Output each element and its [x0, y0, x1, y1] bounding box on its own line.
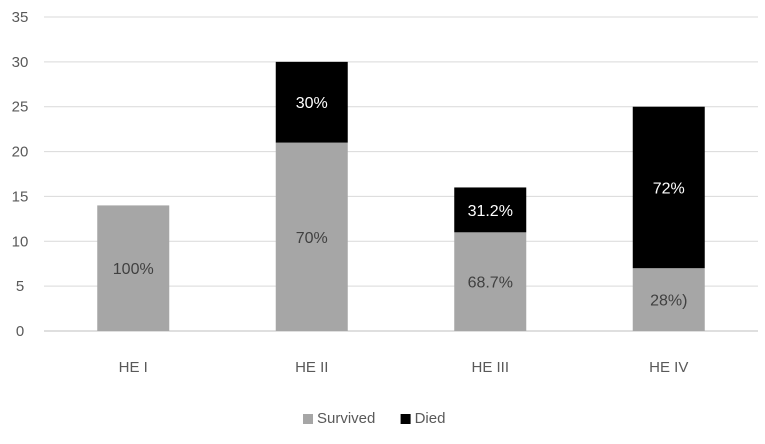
- y-tick-label: 10: [12, 233, 29, 250]
- y-tick-label: 15: [12, 188, 29, 205]
- legend: Survived Died: [303, 410, 445, 427]
- data-label: 28%): [650, 293, 687, 310]
- bar-survived: [97, 205, 170, 331]
- x-category-label: HE II: [295, 359, 328, 376]
- bar-died: [454, 187, 527, 233]
- y-axis-ticks: 0 5 10 15 20 25 30 35: [12, 9, 29, 340]
- bars: 100% 70% 30% 68.7% 31.2% 28%) 72%: [97, 61, 705, 331]
- x-axis-categories: HE I HE II HE III HE IV: [119, 359, 689, 376]
- data-label: 72%: [653, 180, 685, 197]
- bar-survived: [454, 232, 527, 331]
- x-category-label: HE I: [119, 359, 148, 376]
- legend-label-survived: Survived: [317, 410, 375, 427]
- legend-swatch-survived: [303, 414, 313, 424]
- data-label: 100%: [113, 261, 154, 278]
- x-category-label: HE III: [471, 359, 509, 376]
- data-label: 70%: [296, 230, 328, 247]
- data-label: 30%: [296, 95, 328, 112]
- bar-survived: [632, 268, 705, 331]
- y-tick-label: 5: [16, 278, 24, 295]
- data-label: 68.7%: [468, 275, 513, 292]
- bar-died: [275, 61, 348, 143]
- data-label: 31.2%: [468, 203, 513, 220]
- y-tick-label: 20: [12, 144, 29, 161]
- legend-swatch-died: [400, 414, 411, 424]
- legend-label-died: Died: [415, 410, 446, 427]
- y-tick-label: 35: [12, 9, 29, 26]
- y-tick-label: 25: [12, 99, 29, 116]
- bar-died: [632, 106, 705, 269]
- x-category-label: HE IV: [649, 359, 688, 376]
- bar-survived: [275, 142, 348, 331]
- y-tick-label: 30: [12, 54, 29, 71]
- y-tick-label: 0: [16, 323, 24, 340]
